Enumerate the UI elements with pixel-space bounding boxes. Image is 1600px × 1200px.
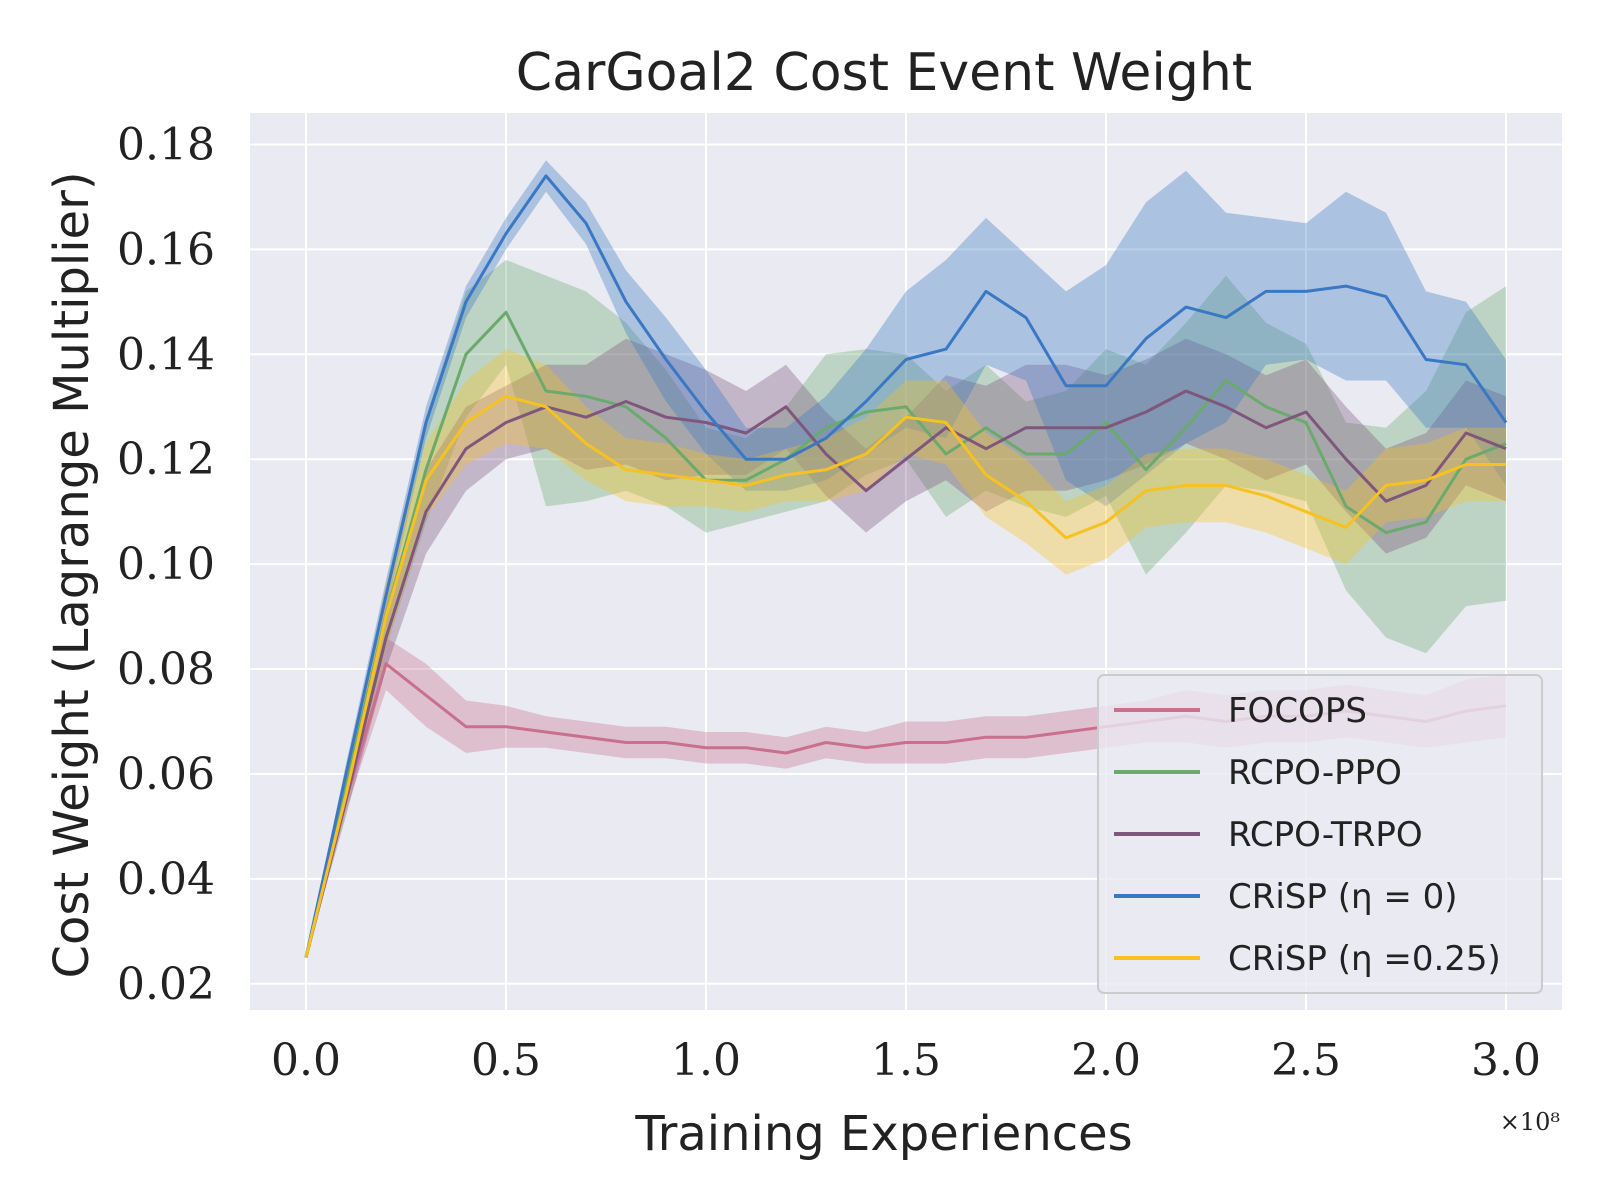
line-rcpo-trpo bbox=[304, 389, 1507, 958]
y-tick-label: 0.12 bbox=[117, 434, 215, 485]
y-axis-label: Cost Weight (Lagrange Multiplier) bbox=[44, 171, 100, 978]
y-tick-label: 0.04 bbox=[117, 854, 215, 905]
y-tick-label: 0.02 bbox=[117, 959, 215, 1010]
x-tick-label: 3.0 bbox=[1471, 1035, 1541, 1086]
line-crisp-eta-0 bbox=[304, 174, 1508, 958]
legend-label: FOCOPS bbox=[1228, 691, 1367, 731]
legend-label: RCPO-TRPO bbox=[1228, 815, 1423, 855]
x-tick-label: 0.5 bbox=[471, 1035, 541, 1086]
band-crisp-eta-0 bbox=[306, 160, 1506, 958]
y-tick-label: 0.14 bbox=[117, 329, 215, 380]
chart-title: CarGoal2 Cost Event Weight bbox=[516, 43, 1252, 103]
x-axis-multiplier: ×10⁸ bbox=[1500, 1108, 1560, 1136]
legend: FOCOPS RCPO-PPO RCPO-TRPO CRiSP (η = 0) CRiS… bbox=[1097, 674, 1543, 994]
x-tick-label: 1.0 bbox=[671, 1035, 741, 1086]
x-tick-label: 1.5 bbox=[871, 1035, 941, 1086]
x-tick-labels: 0.0 0.5 1.0 1.5 2.0 2.5 3.0 bbox=[271, 1035, 1541, 1086]
band-crisp-eta-0-25 bbox=[306, 349, 1506, 958]
legend-box bbox=[1097, 674, 1543, 994]
band-rcpo-ppo bbox=[306, 259, 1506, 958]
y-tick-label: 0.16 bbox=[117, 224, 215, 275]
y-tick-label: 0.10 bbox=[117, 539, 215, 590]
x-tick-label: 2.0 bbox=[1071, 1035, 1141, 1086]
line-crisp-eta-0-25 bbox=[304, 394, 1506, 958]
y-tick-label: 0.08 bbox=[117, 644, 215, 695]
legend-label: RCPO-PPO bbox=[1228, 753, 1402, 793]
line-rcpo-ppo bbox=[304, 310, 1507, 958]
x-axis-label: Training Experiences bbox=[634, 1106, 1132, 1162]
x-tick-label: 2.5 bbox=[1271, 1035, 1341, 1086]
y-tick-label: 0.06 bbox=[117, 749, 215, 800]
x-tick-label: 0.0 bbox=[271, 1035, 341, 1086]
y-tick-label: 0.18 bbox=[117, 119, 215, 170]
band-rcpo-trpo bbox=[306, 338, 1506, 958]
y-tick-labels: 0.02 0.04 0.06 0.08 0.10 0.12 0.14 0.16 0.18 bbox=[117, 119, 215, 1009]
legend-label: CRiSP (η = 0) bbox=[1228, 877, 1458, 917]
legend-label: CRiSP (η =0.25) bbox=[1228, 939, 1501, 979]
